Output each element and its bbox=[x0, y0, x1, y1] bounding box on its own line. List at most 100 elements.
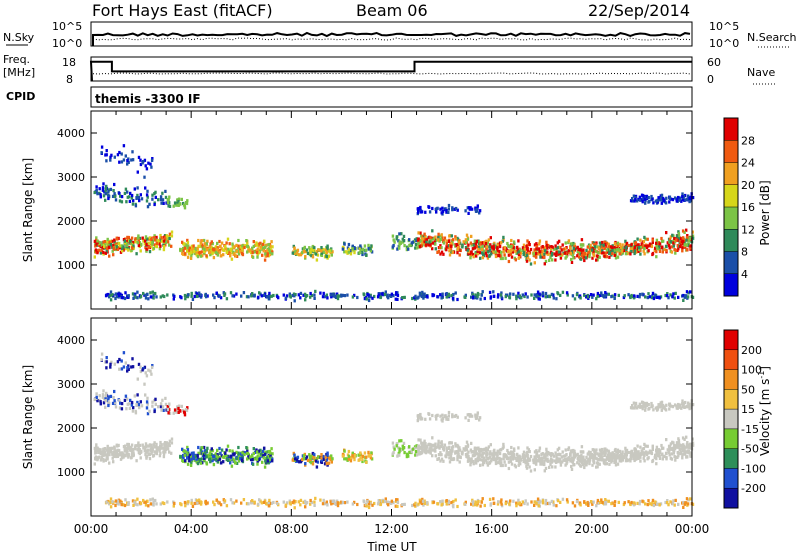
power-cell bbox=[210, 242, 213, 246]
velocity-cell bbox=[656, 405, 659, 409]
velocity-cell bbox=[326, 456, 330, 460]
power-cell bbox=[184, 297, 187, 301]
velocity-cell bbox=[441, 416, 445, 421]
velocity-cell bbox=[252, 447, 255, 451]
power-cell bbox=[585, 295, 588, 299]
power-cell bbox=[522, 251, 526, 255]
power-cell bbox=[154, 291, 157, 296]
velocity-cell bbox=[533, 461, 536, 465]
velocity-cell bbox=[188, 453, 192, 457]
power-cell bbox=[672, 244, 675, 248]
velocity-cell bbox=[488, 460, 491, 465]
power-cell bbox=[126, 195, 129, 199]
velocity-cell bbox=[668, 444, 672, 448]
velocity-cell bbox=[481, 458, 484, 462]
power-cell bbox=[155, 295, 158, 299]
power-cell bbox=[579, 243, 583, 247]
power-cell bbox=[464, 238, 468, 242]
power-cell bbox=[205, 242, 208, 246]
power-cell bbox=[257, 244, 260, 248]
velocity-cell bbox=[544, 466, 548, 470]
velocity-cell bbox=[659, 403, 663, 407]
velocity-cell bbox=[268, 460, 272, 464]
velocity-cell bbox=[380, 499, 384, 503]
power-cell bbox=[225, 241, 228, 245]
power-cell bbox=[363, 293, 366, 297]
velocity-cell bbox=[107, 450, 110, 454]
power-cell bbox=[651, 240, 654, 244]
power-cell bbox=[598, 246, 601, 250]
power-cell bbox=[592, 293, 595, 297]
power-cell bbox=[523, 247, 526, 251]
power-cell bbox=[523, 294, 526, 299]
velocity-cell bbox=[188, 459, 191, 463]
velocity-cell bbox=[681, 436, 685, 440]
velocity-cell bbox=[333, 501, 337, 505]
velocity-cell bbox=[119, 401, 122, 405]
power-cell bbox=[289, 295, 292, 299]
velocity-cell bbox=[116, 448, 119, 452]
power-cell bbox=[398, 243, 401, 247]
velocity-cell bbox=[211, 454, 215, 458]
power-cell bbox=[223, 292, 227, 296]
power-cell bbox=[118, 160, 121, 164]
velocity-cell bbox=[539, 459, 542, 464]
power-cell bbox=[400, 232, 403, 236]
velocity-cell bbox=[403, 451, 406, 455]
power-cell bbox=[638, 198, 642, 202]
power-cell bbox=[304, 298, 307, 302]
power-cell bbox=[104, 251, 107, 255]
power-cell bbox=[475, 240, 478, 244]
velocity-cell bbox=[543, 469, 546, 473]
velocity-cell bbox=[140, 404, 144, 408]
power-cell bbox=[292, 292, 296, 296]
velocity-cell bbox=[149, 448, 153, 452]
velocity-cell bbox=[303, 499, 307, 503]
power-cell bbox=[296, 248, 300, 252]
velocity-cell bbox=[515, 504, 518, 508]
power-cell bbox=[562, 247, 565, 251]
power-cell bbox=[642, 240, 646, 244]
power-cell bbox=[438, 246, 442, 250]
velocity-cell bbox=[424, 417, 427, 421]
velocity-cell bbox=[533, 455, 536, 459]
velocity-cell bbox=[681, 443, 684, 447]
velocity-cell bbox=[633, 501, 636, 505]
velocity-cell bbox=[508, 502, 511, 506]
velocity-cell bbox=[145, 454, 149, 458]
power-cell bbox=[369, 247, 372, 251]
velocity-cell bbox=[146, 402, 149, 406]
velocity-cell bbox=[440, 503, 443, 507]
power-cell bbox=[677, 247, 680, 251]
velocity-cell bbox=[467, 450, 470, 454]
velocity-cell bbox=[153, 409, 156, 414]
cpid-box bbox=[90, 86, 693, 108]
power-cell bbox=[190, 244, 194, 248]
velocity-cell bbox=[470, 441, 473, 445]
power-cell bbox=[483, 296, 486, 301]
power-cell bbox=[489, 236, 492, 240]
velocity-cell bbox=[675, 406, 678, 410]
velocity-cell bbox=[538, 457, 541, 461]
velocity-cell bbox=[102, 401, 106, 405]
power-cell bbox=[421, 241, 424, 245]
velocity-cell bbox=[398, 439, 401, 443]
velocity-cell bbox=[561, 497, 565, 501]
power-cell bbox=[367, 247, 371, 251]
power-cell bbox=[647, 292, 650, 296]
velocity-cell bbox=[445, 452, 448, 456]
velocity-cell bbox=[643, 404, 646, 408]
power-cell bbox=[229, 254, 232, 258]
velocity-cell bbox=[309, 456, 312, 460]
velocity-cell bbox=[509, 455, 512, 459]
power-cell bbox=[128, 239, 132, 243]
velocity-cell bbox=[502, 457, 505, 461]
velocity-cell bbox=[478, 416, 482, 420]
power-cell bbox=[616, 244, 620, 248]
power-cell bbox=[654, 199, 658, 203]
velocity-cell bbox=[664, 500, 667, 505]
power-cell bbox=[607, 242, 610, 246]
velocity-cell bbox=[525, 454, 528, 458]
power-cell bbox=[371, 296, 374, 300]
power-cell bbox=[476, 252, 479, 256]
